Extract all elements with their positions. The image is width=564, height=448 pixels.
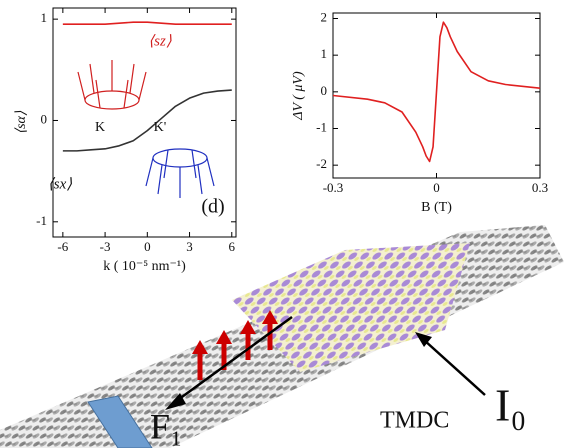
y-tick-label: -1 [316, 119, 327, 134]
y-tick-label: -1 [36, 213, 47, 228]
x-tick-label: 0 [144, 239, 151, 254]
illustration-label: TMDC [380, 408, 449, 434]
y-tick-label: 2 [321, 9, 328, 24]
chart: -2 -1 0 1 2 -0.3 0 0.3 B (T) ΔV ( μV) [291, 9, 548, 215]
figure: -2 -1 0 1 2 -0.3 0 0.3 B (T) ΔV ( μV) -1 0 1 -6 -3 0 3 6 k… [0, 0, 564, 448]
x-tick-label: -3 [100, 239, 111, 254]
annotation: K' [154, 120, 167, 135]
x-tick-label: 0 [433, 180, 440, 195]
annotation: (d) [201, 196, 224, 218]
x-tick-label: 0.3 [532, 180, 548, 195]
y-axis-label: ΔV ( μV) [291, 71, 306, 121]
y-tick-label: 0 [321, 83, 328, 98]
x-tick-label: -0.3 [323, 180, 344, 195]
annotation: K [95, 120, 105, 135]
y-tick-label: 0 [41, 111, 48, 126]
illustration-label: F₁ [150, 406, 183, 446]
y-axis-label: ⟨sα⟩ [14, 110, 29, 134]
y-tick-label: 1 [41, 10, 48, 25]
x-axis-label: k ( 10⁻⁵ nm⁻¹) [103, 259, 186, 274]
y-tick-label: 1 [321, 46, 328, 61]
illustration [0, 225, 564, 448]
x-tick-label: -6 [57, 239, 68, 254]
chart: -1 0 1 -6 -3 0 3 6 k ( 10⁻⁵ nm⁻¹) ⟨sα⟩ ⟨sz⟩ ⟨sx⟩ K K'… [14, 8, 236, 274]
x-tick-label: 6 [229, 239, 236, 254]
x-axis-label: B (T) [421, 200, 452, 215]
x-tick-label: 3 [186, 239, 193, 254]
series-label: ⟨sx⟩ [48, 176, 72, 192]
illustration-label: I₀ [495, 380, 526, 431]
y-tick-label: -2 [316, 156, 327, 171]
series-label: ⟨sz⟩ [148, 33, 172, 49]
